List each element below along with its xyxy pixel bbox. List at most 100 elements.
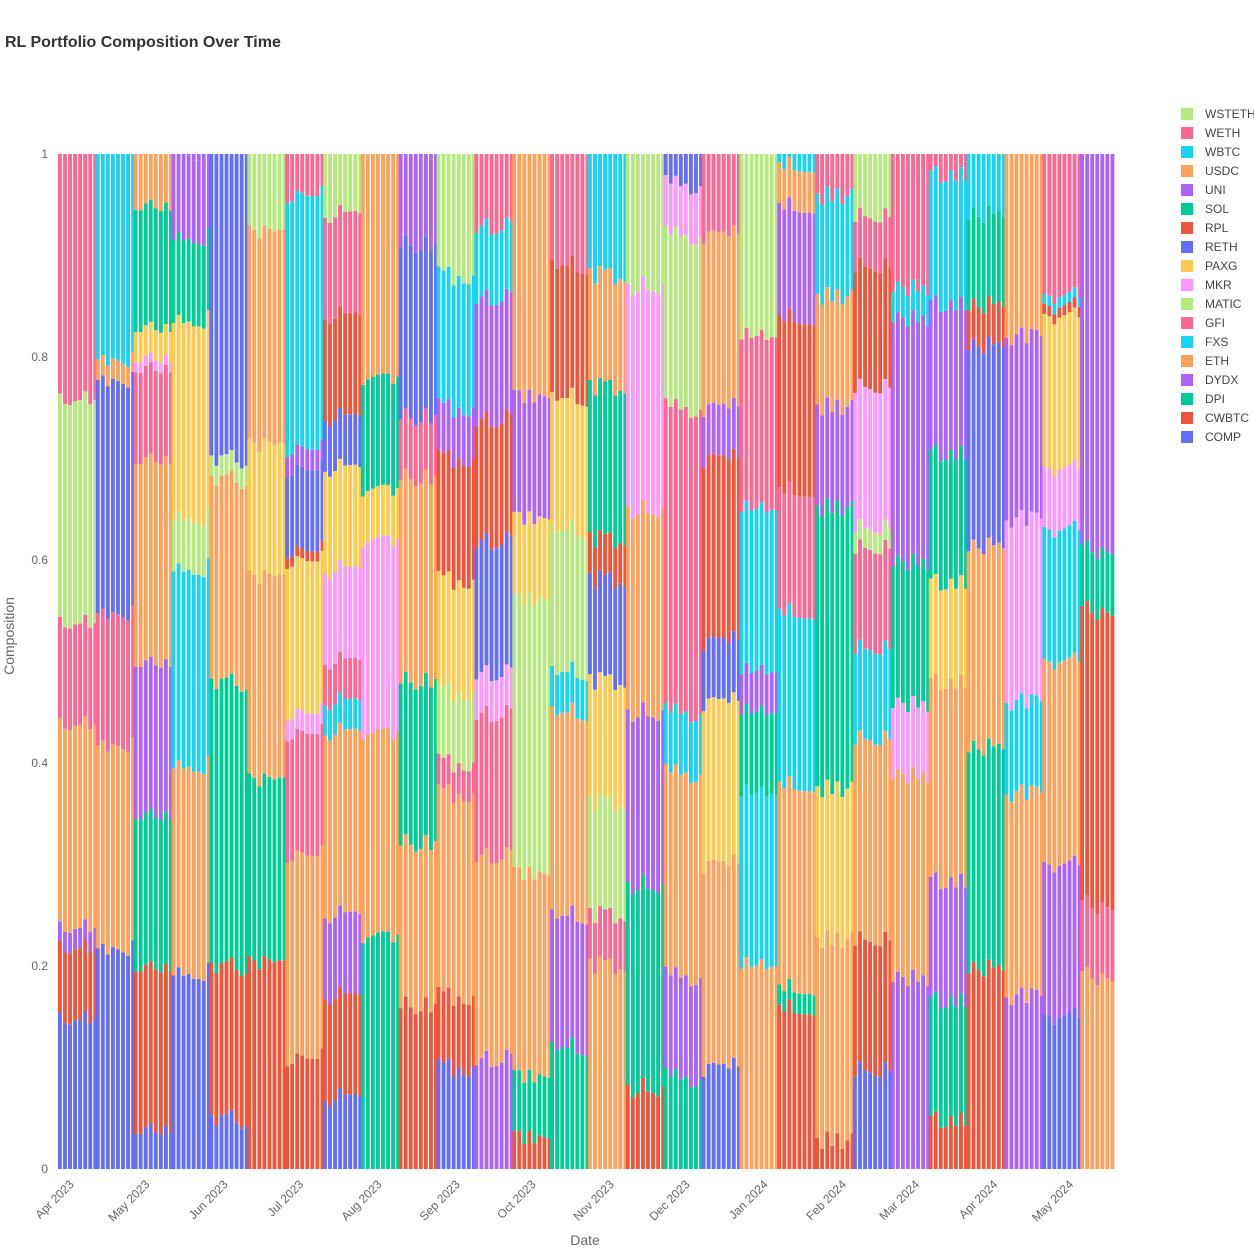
legend-label-uni[interactable]: UNI xyxy=(1205,183,1226,197)
bar-segment-gfi xyxy=(348,657,353,699)
legend-label-rpl[interactable]: RPL xyxy=(1205,221,1229,235)
bar-segment-eth xyxy=(694,781,698,985)
legend-swatch-weth[interactable] xyxy=(1181,127,1193,139)
bar-segment-dydx xyxy=(509,1053,514,1169)
legend-swatch-mkr[interactable] xyxy=(1181,279,1193,291)
bar-segment-gfi xyxy=(121,617,125,750)
bar-segment-comp xyxy=(878,1076,883,1169)
bar-segment-usdc xyxy=(1024,160,1029,344)
legend-label-reth[interactable]: RETH xyxy=(1205,240,1238,254)
legend-swatch-gfi[interactable] xyxy=(1181,317,1193,329)
bar-segment-cwbtc xyxy=(835,1133,840,1169)
bar-segment-mkr xyxy=(310,713,315,734)
bar-segment-usdc xyxy=(138,159,143,211)
legend-label-wsteth[interactable]: WSTETH xyxy=(1205,107,1254,121)
legend-swatch-fxs[interactable] xyxy=(1181,336,1193,348)
x-tick-label: Sep 2023 xyxy=(417,1177,463,1223)
bar-segment-cwbtc xyxy=(928,1115,933,1169)
legend-swatch-paxg[interactable] xyxy=(1181,260,1193,272)
legend-swatch-eth[interactable] xyxy=(1181,355,1193,367)
bar-segment-fxs xyxy=(201,577,206,774)
bar-segment-usdc xyxy=(126,367,130,388)
bar-segment-eth xyxy=(1105,978,1110,1169)
bar-segment-reth xyxy=(131,371,136,606)
legend-label-gfi[interactable]: GFI xyxy=(1205,316,1225,330)
bar-segment-weth xyxy=(878,222,883,273)
bar-segment-eth xyxy=(310,855,315,1059)
bar-segment-matic xyxy=(224,454,229,475)
bar-segment-reth xyxy=(234,158,239,463)
bar-segment-eth xyxy=(181,768,186,976)
bar-segment-eth xyxy=(900,773,905,977)
bar-segment-gfi xyxy=(408,418,413,480)
bar-segment-wsteth xyxy=(323,154,327,158)
bar-segment-rpl xyxy=(456,458,461,581)
legend-swatch-usdc[interactable] xyxy=(1181,165,1193,177)
legend-label-fxs[interactable]: FXS xyxy=(1205,335,1228,349)
bar-segment-wbtc xyxy=(782,158,787,169)
legend-label-dydx[interactable]: DYDX xyxy=(1205,373,1238,387)
legend-label-weth[interactable]: WETH xyxy=(1205,126,1240,140)
bar-segment-paxg xyxy=(1057,317,1062,470)
bar-segment-rpl xyxy=(550,259,555,392)
bar-segment-gfi xyxy=(1110,910,1115,982)
legend-label-sol[interactable]: SOL xyxy=(1205,202,1229,216)
bar-segment-gfi xyxy=(429,423,433,485)
legend-label-paxg[interactable]: PAXG xyxy=(1205,259,1237,273)
bar-segment-weth xyxy=(850,154,855,189)
legend-label-wbtc[interactable]: WBTC xyxy=(1205,145,1241,159)
bar-segment-wbtc xyxy=(111,154,115,156)
bar-segment-fxs xyxy=(171,571,176,769)
bar-segment-usdc xyxy=(158,160,163,212)
legend-swatch-uni[interactable] xyxy=(1181,184,1193,196)
bar-segment-uni xyxy=(1110,154,1115,160)
bar-segment-uni xyxy=(206,154,211,228)
legend-swatch-wbtc[interactable] xyxy=(1181,146,1193,158)
bar-segment-wbtc xyxy=(126,164,130,367)
bar-segment-paxg xyxy=(436,570,441,683)
bar-segment-comp xyxy=(1042,1014,1047,1169)
bar-segment-rpl xyxy=(1095,619,1100,915)
bar-segment-eth xyxy=(267,573,272,777)
bar-segment-rpl xyxy=(436,449,441,571)
legend-swatch-sol[interactable] xyxy=(1181,203,1193,215)
legend-label-cwbtc[interactable]: CWBTC xyxy=(1205,411,1249,425)
legend-label-usdc[interactable]: USDC xyxy=(1205,164,1239,178)
bar-segment-paxg xyxy=(623,687,628,810)
legend-label-comp[interactable]: COMP xyxy=(1205,430,1241,444)
legend-swatch-matic[interactable] xyxy=(1181,298,1193,310)
bar-segment-rpl xyxy=(570,255,575,388)
legend-swatch-wsteth[interactable] xyxy=(1181,108,1193,120)
bar-segment-reth xyxy=(121,383,125,618)
bar-segment-sol xyxy=(840,515,845,797)
legend-swatch-rpl[interactable] xyxy=(1181,222,1193,234)
bar-segment-uni xyxy=(928,299,933,450)
legend-swatch-dydx[interactable] xyxy=(1181,374,1193,386)
bar-segment-gfi xyxy=(320,723,325,846)
legend-label-eth[interactable]: ETH xyxy=(1205,354,1229,368)
bar-segment-eth xyxy=(991,545,996,747)
legend-swatch-reth[interactable] xyxy=(1181,241,1193,253)
bar-segment-dydx xyxy=(348,911,353,993)
legend-label-dpi[interactable]: DPI xyxy=(1205,392,1225,406)
legend-swatch-dpi[interactable] xyxy=(1181,393,1193,405)
legend-swatch-comp[interactable] xyxy=(1181,431,1193,443)
bar-segment-reth xyxy=(358,416,363,468)
bar-segment-eth xyxy=(1095,985,1100,1169)
bar-segment-matic xyxy=(651,159,655,292)
bar-segment-matic xyxy=(456,154,461,276)
legend-label-matic[interactable]: MATIC xyxy=(1205,297,1242,311)
bar-segment-weth xyxy=(711,154,716,231)
bar-segment-sol xyxy=(196,243,201,327)
bar-segment-cwbtc xyxy=(471,995,476,1067)
bar-segment-rpl xyxy=(792,322,797,496)
legend-swatch-cwbtc[interactable] xyxy=(1181,412,1193,424)
bar-segment-fxs xyxy=(328,710,332,741)
bar-segment-eth xyxy=(295,850,300,1054)
bar-segment-dydx xyxy=(933,872,938,992)
bar-segment-cwbtc xyxy=(625,1084,630,1169)
bar-segment-matic xyxy=(873,154,878,162)
bar-segment-eth xyxy=(683,772,688,976)
legend-label-mkr[interactable]: MKR xyxy=(1205,278,1232,292)
x-tick-label: Apr 2023 xyxy=(32,1177,77,1222)
